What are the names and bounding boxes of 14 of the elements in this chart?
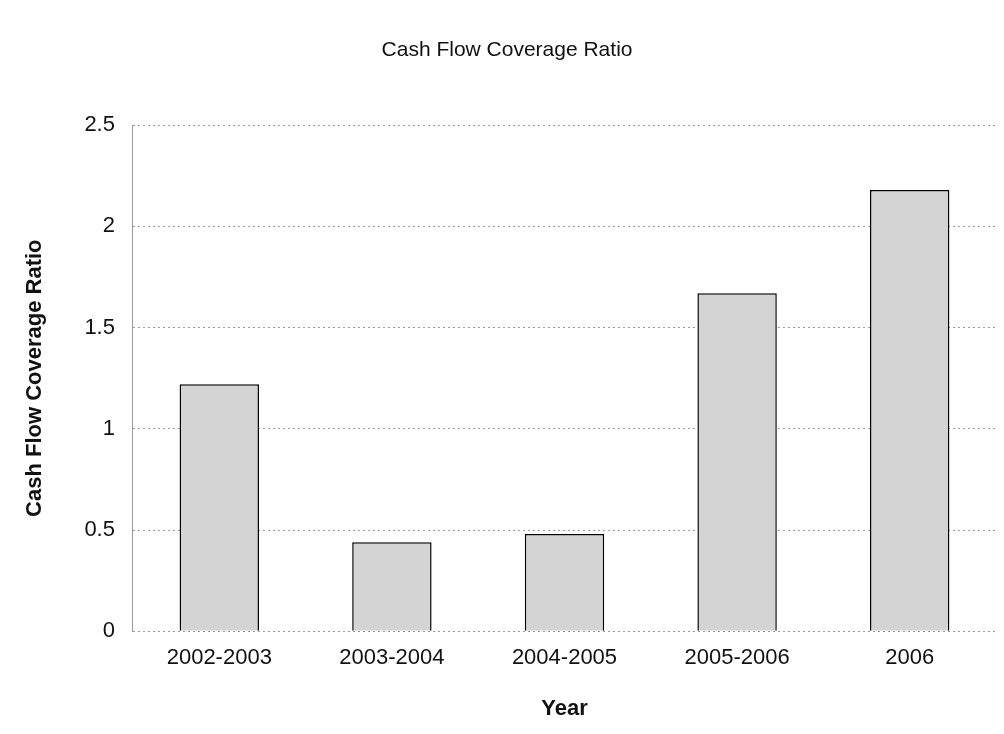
y-tick-label: 0.5 xyxy=(84,516,115,542)
y-tick-label: 2.5 xyxy=(84,111,115,137)
x-axis-title: Year xyxy=(541,694,589,720)
y-tick-label: 2 xyxy=(102,212,115,238)
y-axis-title: Cash Flow Coverage Ratio xyxy=(21,239,47,517)
x-tick-label: 2004-2005 xyxy=(511,644,618,670)
y-tick-label: 1 xyxy=(102,414,115,440)
y-tick-label: 0 xyxy=(102,617,115,643)
x-tick-label: 2006 xyxy=(885,644,935,670)
x-tick-label: 2005-2006 xyxy=(684,644,790,670)
x-tick-label: 2002-2003 xyxy=(166,644,272,670)
x-tick-label: 2003-2004 xyxy=(339,644,445,670)
chart-title: Cash Flow Coverage Ratio xyxy=(381,37,633,61)
y-tick-label: 1.5 xyxy=(84,313,115,339)
